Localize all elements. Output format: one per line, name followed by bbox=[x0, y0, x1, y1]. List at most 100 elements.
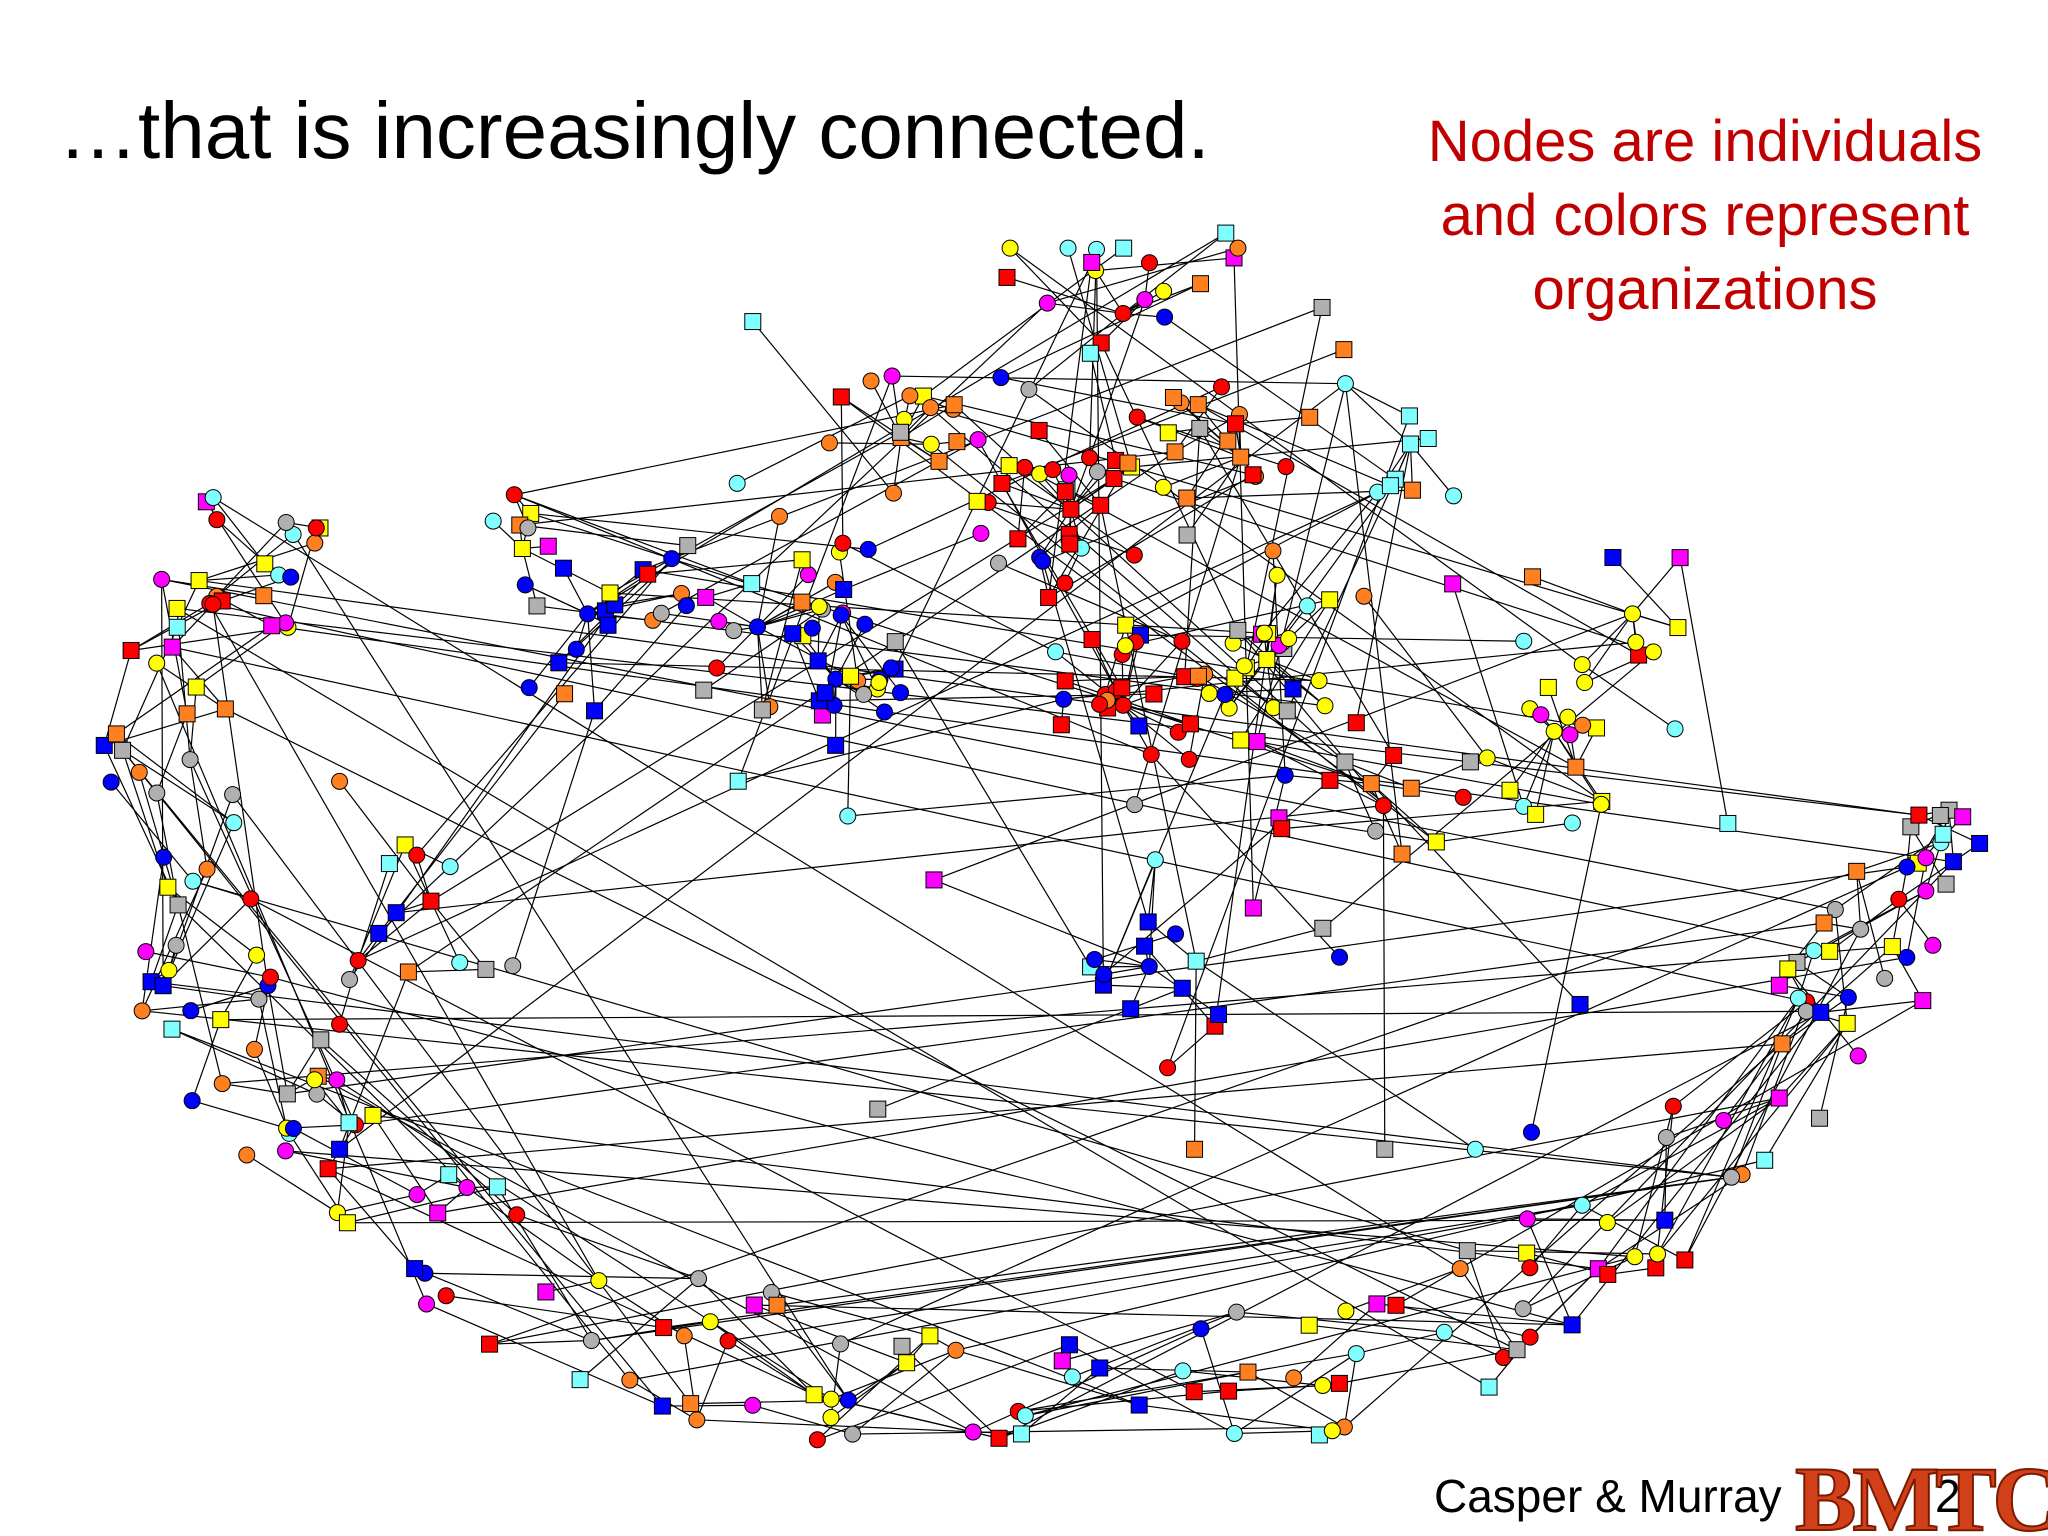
edge bbox=[1679, 557, 1729, 824]
node bbox=[481, 1335, 499, 1353]
node bbox=[1061, 535, 1079, 553]
edge bbox=[1025, 1371, 1249, 1417]
node bbox=[137, 943, 155, 961]
node bbox=[1114, 304, 1132, 322]
node bbox=[1518, 1244, 1536, 1262]
edge bbox=[530, 512, 869, 550]
edge bbox=[1131, 437, 1429, 468]
node bbox=[1062, 500, 1080, 518]
node bbox=[1126, 796, 1144, 814]
node bbox=[1167, 925, 1185, 943]
edge bbox=[339, 781, 432, 902]
node bbox=[1056, 483, 1074, 501]
node bbox=[1381, 477, 1399, 495]
node bbox=[1573, 656, 1591, 674]
node bbox=[1573, 1196, 1591, 1214]
edge bbox=[489, 870, 1857, 1345]
node bbox=[1056, 672, 1074, 690]
node bbox=[133, 1002, 151, 1020]
node bbox=[1797, 1002, 1815, 1020]
edge bbox=[1147, 859, 1156, 923]
edge bbox=[1906, 857, 1927, 958]
node bbox=[1545, 722, 1563, 740]
node bbox=[964, 1423, 982, 1441]
edge bbox=[1370, 783, 1581, 1005]
node bbox=[224, 786, 242, 804]
node bbox=[793, 551, 811, 569]
edge bbox=[1006, 276, 1124, 315]
edge bbox=[536, 605, 1326, 707]
edge bbox=[1214, 575, 1278, 1027]
edge bbox=[1228, 478, 1396, 709]
edge bbox=[1200, 1328, 1235, 1434]
edge bbox=[225, 708, 1518, 1351]
edge bbox=[514, 494, 752, 585]
node bbox=[1539, 678, 1557, 696]
edge bbox=[122, 749, 663, 1407]
node bbox=[744, 1396, 762, 1414]
node bbox=[1056, 574, 1074, 592]
node bbox=[1185, 1383, 1203, 1401]
edge bbox=[792, 633, 820, 702]
edge bbox=[246, 1154, 338, 1214]
node bbox=[248, 946, 266, 964]
edge bbox=[629, 1204, 1583, 1381]
node bbox=[884, 484, 902, 502]
edge bbox=[176, 607, 1490, 1388]
node bbox=[1574, 716, 1592, 734]
node bbox=[856, 615, 874, 633]
edge bbox=[524, 584, 588, 615]
node bbox=[1173, 979, 1191, 997]
node bbox=[1232, 731, 1250, 749]
node bbox=[1052, 716, 1070, 734]
node bbox=[340, 1114, 358, 1132]
node bbox=[1191, 419, 1209, 437]
node bbox=[822, 1409, 840, 1427]
edge bbox=[1382, 805, 1386, 1150]
edge bbox=[222, 1082, 288, 1095]
node bbox=[1116, 637, 1134, 655]
node bbox=[331, 1015, 349, 1033]
node bbox=[338, 1214, 356, 1232]
edge bbox=[1163, 456, 1241, 488]
node bbox=[1040, 589, 1058, 607]
node bbox=[277, 1142, 295, 1160]
node bbox=[130, 763, 148, 781]
edge bbox=[830, 1362, 907, 1419]
node bbox=[1883, 938, 1901, 956]
edge bbox=[840, 396, 844, 544]
edge bbox=[1535, 731, 1555, 815]
node bbox=[1756, 1151, 1774, 1169]
node bbox=[1083, 631, 1101, 649]
edge bbox=[514, 404, 955, 496]
node bbox=[1400, 407, 1418, 425]
node bbox=[725, 622, 743, 640]
edge bbox=[1067, 247, 1133, 468]
edge bbox=[424, 1272, 699, 1280]
node bbox=[1403, 481, 1421, 499]
node bbox=[930, 452, 948, 470]
edge bbox=[293, 1127, 418, 1196]
node bbox=[1044, 461, 1062, 479]
node bbox=[1676, 1251, 1694, 1269]
node bbox=[1954, 808, 1972, 826]
edge bbox=[1522, 1256, 1636, 1310]
edge bbox=[1820, 1000, 1923, 1013]
edge bbox=[662, 1404, 753, 1407]
edge bbox=[1009, 247, 1102, 344]
node bbox=[1323, 1422, 1341, 1440]
node bbox=[1515, 632, 1533, 650]
node bbox=[422, 892, 440, 910]
edge bbox=[840, 614, 901, 693]
node bbox=[1592, 795, 1610, 813]
edge bbox=[192, 880, 1468, 1252]
edge bbox=[320, 1039, 518, 1216]
node bbox=[816, 684, 834, 702]
edge bbox=[1233, 257, 1254, 908]
node bbox=[458, 1178, 476, 1196]
edge bbox=[222, 945, 1893, 1085]
edge bbox=[317, 1075, 974, 1433]
node bbox=[1330, 1374, 1348, 1392]
node bbox=[122, 641, 140, 659]
edge bbox=[1898, 898, 1934, 946]
